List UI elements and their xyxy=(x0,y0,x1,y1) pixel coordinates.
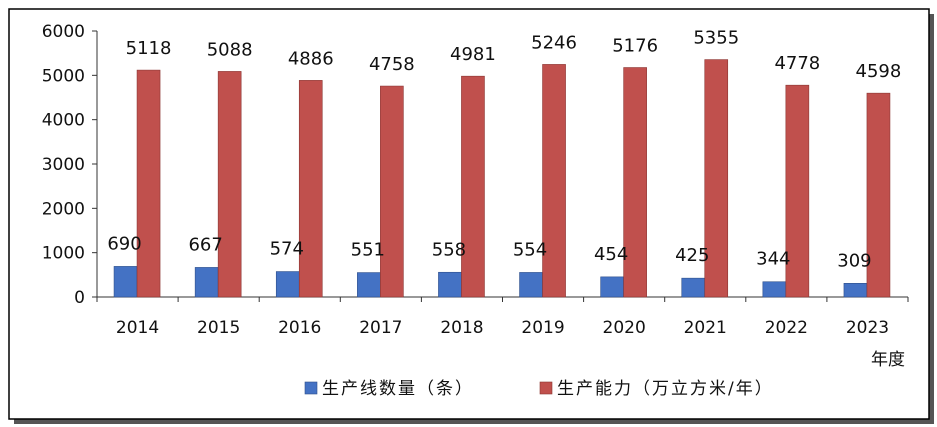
x-tick-label: 2020 xyxy=(603,318,646,338)
data-label-series-0: 690 xyxy=(107,233,141,254)
data-labels: 690 667 574 551 558 554 454 425 344 309 5118 5088 48… xyxy=(107,28,901,272)
legend-label-lines: 生产线数量（条） xyxy=(322,379,474,399)
bar-series-0 xyxy=(519,272,543,298)
data-label-series-1: 4598 xyxy=(856,61,902,82)
y-tick-label: 6000 xyxy=(42,22,85,42)
y-tick-label: 1000 xyxy=(42,244,85,264)
legend-swatch-lines xyxy=(304,381,318,395)
data-label-series-1: 5088 xyxy=(207,39,253,60)
data-label-series-0: 558 xyxy=(432,239,466,260)
x-ticks: 2014 2015 2016 2017 2018 2019 2020 2021 2022 2023 xyxy=(96,297,909,338)
x-tick-label: 2015 xyxy=(197,318,240,338)
bar-series-1 xyxy=(866,92,891,298)
data-label-series-0: 554 xyxy=(513,239,547,260)
bar-series-1 xyxy=(461,75,485,298)
bar-series-0 xyxy=(194,267,219,298)
x-tick-label: 2019 xyxy=(521,318,564,338)
data-label-series-1: 5118 xyxy=(126,38,172,59)
y-tick-label: 5000 xyxy=(42,66,85,86)
bar-series-0 xyxy=(762,281,787,298)
bars xyxy=(113,59,891,298)
y-tick-label: 3000 xyxy=(42,155,85,175)
x-tick-label: 2021 xyxy=(684,318,727,338)
x-axis-title: 年度 xyxy=(871,350,905,370)
bar-series-1 xyxy=(217,71,242,298)
bar-series-1 xyxy=(542,64,566,298)
bar-series-1 xyxy=(785,84,810,298)
data-label-series-0: 574 xyxy=(270,239,304,260)
data-label-series-1: 4981 xyxy=(450,44,496,65)
bar-series-0 xyxy=(600,276,624,298)
bar-series-0 xyxy=(843,283,868,298)
bar-series-1 xyxy=(136,69,161,298)
bar-series-1 xyxy=(623,67,647,298)
bar-series-0 xyxy=(357,272,381,298)
y-tick-label: 4000 xyxy=(42,111,85,131)
legend-label-capacity: 生产能力（万立方米/年） xyxy=(557,379,774,399)
bar-series-1 xyxy=(380,85,404,298)
y-tick-label: 0 xyxy=(74,288,85,308)
x-tick-label: 2023 xyxy=(846,318,889,338)
data-label-series-1: 5355 xyxy=(693,28,739,49)
bar-series-0 xyxy=(681,277,706,298)
data-label-series-0: 309 xyxy=(837,250,871,271)
data-label-series-0: 667 xyxy=(188,234,222,255)
data-label-series-1: 4778 xyxy=(774,53,820,74)
bar-series-0 xyxy=(113,266,138,298)
data-label-series-1: 5176 xyxy=(612,36,658,57)
data-label-series-1: 5246 xyxy=(531,32,577,53)
legend-swatch-capacity xyxy=(539,381,553,395)
x-tick-label: 2016 xyxy=(278,318,321,338)
x-tick-label: 2018 xyxy=(440,318,483,338)
data-label-series-1: 4886 xyxy=(288,48,334,69)
bar-series-1 xyxy=(298,80,323,298)
bar-series-0 xyxy=(438,271,462,298)
data-label-series-0: 551 xyxy=(351,240,385,261)
data-label-series-0: 344 xyxy=(756,249,790,270)
data-label-series-1: 4758 xyxy=(369,54,415,75)
data-label-series-0: 454 xyxy=(594,244,628,265)
x-tick-label: 2022 xyxy=(765,318,808,338)
x-tick-label: 2017 xyxy=(359,318,402,338)
y-ticks: 0 1000 2000 3000 4000 5000 6000 xyxy=(42,22,97,308)
bar-series-1 xyxy=(704,59,729,298)
y-tick-label: 2000 xyxy=(42,199,85,219)
data-label-series-0: 425 xyxy=(675,245,709,266)
legend: 生产线数量（条） 生产能力（万立方米/年） xyxy=(304,379,774,399)
x-tick-label: 2014 xyxy=(116,318,159,338)
bar-series-0 xyxy=(275,271,300,298)
